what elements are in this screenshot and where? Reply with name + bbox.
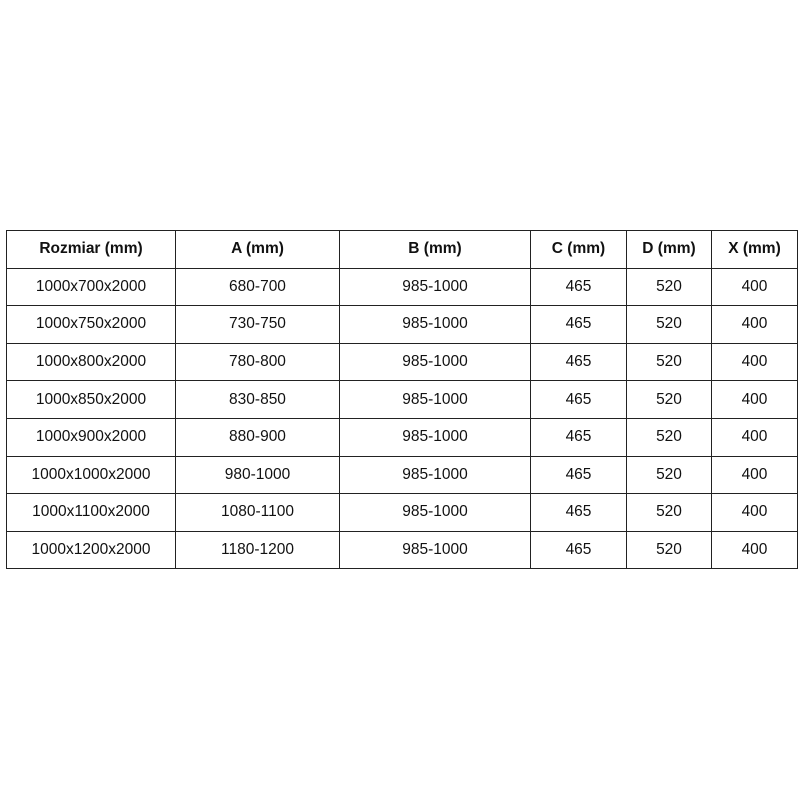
header-c: C (mm): [530, 230, 627, 269]
cell-d: 520: [626, 267, 712, 307]
table-row: 1000x750x2000 730-750 985-1000 465 520 400: [6, 305, 798, 344]
cell-a: 980-1000: [175, 455, 340, 495]
header-x: X (mm): [711, 230, 798, 269]
table-row: 1000x1000x2000 980-1000 985-1000 465 520 400: [6, 455, 798, 495]
header-b: B (mm): [339, 230, 531, 269]
cell-d: 520: [626, 493, 712, 532]
header-d: D (mm): [626, 230, 712, 269]
cell-x: 400: [711, 267, 798, 307]
header-size: Rozmiar (mm): [6, 230, 176, 269]
cell-size: 1000x1000x2000: [6, 455, 176, 495]
cell-d: 520: [626, 305, 712, 344]
cell-size: 1000x850x2000: [6, 380, 176, 419]
cell-d: 520: [626, 380, 712, 419]
cell-b: 985-1000: [339, 267, 531, 307]
cell-c: 465: [530, 342, 627, 382]
cell-size: 1000x800x2000: [6, 342, 176, 382]
cell-size: 1000x1100x2000: [6, 493, 176, 532]
cell-a: 830-850: [175, 380, 340, 419]
table-row: 1000x700x2000 680-700 985-1000 465 520 400: [6, 267, 798, 307]
cell-c: 465: [530, 305, 627, 344]
cell-c: 465: [530, 380, 627, 419]
cell-a: 1080-1100: [175, 493, 340, 532]
cell-x: 400: [711, 417, 798, 457]
table-row: 1000x800x2000 780-800 985-1000 465 520 400: [6, 342, 798, 382]
table-row: 1000x1200x2000 1180-1200 985-1000 465 520 400: [6, 530, 798, 570]
dimensions-table: Rozmiar (mm) A (mm) B (mm) C (mm) D (mm) X (m…: [6, 230, 798, 570]
cell-d: 520: [626, 455, 712, 495]
cell-size: 1000x700x2000: [6, 267, 176, 307]
cell-a: 1180-1200: [175, 530, 340, 570]
cell-b: 985-1000: [339, 455, 531, 495]
cell-a: 730-750: [175, 305, 340, 344]
cell-b: 985-1000: [339, 380, 531, 419]
table-row: 1000x900x2000 880-900 985-1000 465 520 400: [6, 417, 798, 457]
cell-c: 465: [530, 455, 627, 495]
cell-x: 400: [711, 380, 798, 419]
cell-d: 520: [626, 342, 712, 382]
cell-b: 985-1000: [339, 342, 531, 382]
cell-b: 985-1000: [339, 417, 531, 457]
cell-a: 780-800: [175, 342, 340, 382]
cell-size: 1000x1200x2000: [6, 530, 176, 570]
cell-b: 985-1000: [339, 305, 531, 344]
cell-size: 1000x900x2000: [6, 417, 176, 457]
cell-x: 400: [711, 305, 798, 344]
cell-size: 1000x750x2000: [6, 305, 176, 344]
table-row: 1000x1100x2000 1080-1100 985-1000 465 520 400: [6, 493, 798, 532]
cell-c: 465: [530, 417, 627, 457]
cell-x: 400: [711, 342, 798, 382]
cell-x: 400: [711, 455, 798, 495]
header-a: A (mm): [175, 230, 340, 269]
cell-b: 985-1000: [339, 530, 531, 570]
cell-c: 465: [530, 493, 627, 532]
cell-d: 520: [626, 417, 712, 457]
cell-c: 465: [530, 530, 627, 570]
cell-c: 465: [530, 267, 627, 307]
cell-b: 985-1000: [339, 493, 531, 532]
cell-x: 400: [711, 530, 798, 570]
cell-a: 680-700: [175, 267, 340, 307]
cell-d: 520: [626, 530, 712, 570]
header-row: Rozmiar (mm) A (mm) B (mm) C (mm) D (mm) X (m…: [6, 230, 798, 269]
cell-a: 880-900: [175, 417, 340, 457]
table-row: 1000x850x2000 830-850 985-1000 465 520 400: [6, 380, 798, 419]
cell-x: 400: [711, 493, 798, 532]
